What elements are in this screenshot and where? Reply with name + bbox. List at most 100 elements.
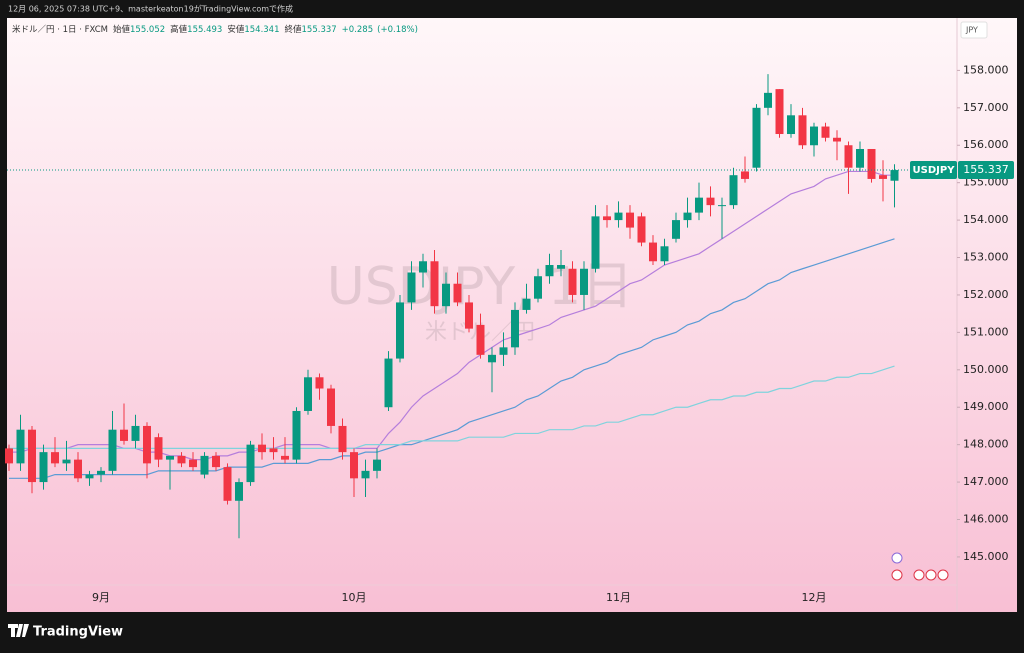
y-tick-label: 151.000: [963, 325, 1009, 338]
candle-body: [327, 388, 335, 426]
x-tick-label: 12月: [802, 591, 827, 604]
candle-body: [695, 197, 703, 213]
y-tick-label: 153.000: [963, 251, 1009, 264]
ma-line: [9, 238, 895, 479]
logo: [8, 624, 29, 637]
candle-body: [120, 429, 128, 441]
legend-item: 155.052: [130, 25, 165, 35]
candle-body: [315, 377, 324, 389]
candle-body: [154, 437, 163, 460]
y-tick-label: 156.000: [963, 138, 1009, 151]
candle-body: [212, 455, 220, 468]
candle-body: [131, 425, 140, 441]
candle-body: [637, 216, 646, 243]
candle-body: [545, 265, 554, 277]
candle-body: [775, 89, 784, 135]
legend-item: 155.493: [187, 25, 222, 35]
y-tick-label: 150.000: [963, 363, 1009, 376]
candle-body: [85, 474, 94, 479]
candle-body: [488, 354, 496, 363]
candle-body: [522, 298, 531, 310]
x-tick-label: 9月: [92, 591, 110, 604]
legend-item: 安値: [227, 24, 245, 35]
candle-body: [741, 171, 749, 179]
candle-body: [200, 455, 209, 475]
candle-body: [246, 444, 255, 483]
legend-item: +0.285: [342, 25, 373, 35]
candle-body: [281, 455, 289, 460]
candle-body: [729, 175, 738, 206]
candle-body: [465, 302, 473, 329]
candle-body: [683, 212, 692, 221]
candle-body: [304, 377, 312, 411]
candle-body: [361, 470, 370, 479]
price-name-box: [910, 161, 957, 180]
candle-body: [292, 410, 301, 460]
candle-body: [614, 212, 623, 221]
candle-body: [51, 452, 59, 464]
candle-body: [844, 145, 853, 168]
candle-body: [833, 137, 841, 142]
candle-body: [143, 425, 151, 464]
events: [891, 552, 949, 581]
candle-body: [890, 170, 899, 181]
candle-body: [511, 309, 519, 348]
candle-body: [534, 276, 542, 299]
y-tick-label: 157.000: [963, 101, 1009, 114]
candle-body: [649, 242, 657, 262]
candle-body: [189, 459, 197, 468]
candle-body: [235, 482, 243, 501]
candle-body: [223, 467, 232, 501]
x-tick-label: 10月: [342, 591, 367, 604]
candle-body: [660, 246, 669, 262]
price-value-box: [958, 161, 1014, 180]
y-tick-label: 148.000: [963, 438, 1009, 451]
candle-body: [626, 212, 634, 228]
candle-body: [453, 283, 462, 303]
candle-body: [764, 92, 772, 108]
candle-body: [672, 220, 680, 239]
candle-body: [557, 265, 565, 269]
legend-item: 高値: [170, 24, 188, 35]
candle-body: [407, 272, 416, 303]
candle-body: [108, 429, 117, 471]
candle-body: [580, 268, 588, 295]
candle-body: [5, 448, 13, 464]
candle-body: [718, 205, 726, 207]
candle-body: [787, 115, 795, 135]
candle-body: [269, 448, 278, 453]
candle-body: [810, 126, 818, 146]
legend-item: 154.341: [244, 25, 279, 35]
y-tick-label: 152.000: [963, 288, 1009, 301]
candle-body: [39, 452, 48, 483]
candle-body: [258, 444, 266, 453]
currency: JPY: [965, 26, 978, 35]
y-tick-label: 145.000: [963, 550, 1009, 563]
price-name: USDJPY: [913, 165, 956, 176]
candle-body: [442, 283, 450, 307]
y-tick-label: 146.000: [963, 513, 1009, 526]
candle-body: [373, 459, 381, 471]
candle-body: [879, 175, 887, 179]
candle-body: [821, 126, 830, 138]
candle-body: [350, 452, 358, 479]
candle-body: [177, 455, 186, 464]
candle-body: [16, 429, 25, 464]
candle-body: [338, 425, 347, 453]
candle-body: [752, 107, 761, 168]
y-tick-label: 158.000: [963, 63, 1009, 76]
x-tick-label: 11月: [606, 591, 631, 604]
candle-body: [384, 358, 393, 408]
candle-body: [28, 429, 36, 483]
header: 12月 06, 2025 07:38 UTC+9、masterkeaton19が…: [8, 4, 293, 14]
y-tick-label: 154.000: [963, 213, 1009, 226]
footer: TradingView: [33, 625, 123, 640]
candle-body: [603, 216, 611, 221]
candle-body: [591, 216, 600, 269]
y-tick-label: 149.000: [963, 400, 1009, 413]
legend: 米ドル／円 · 1日 · FXCM 始値155.052 高値155.493 安値154…: [12, 24, 418, 35]
candle-body: [97, 470, 105, 475]
currency-box[interactable]: [960, 21, 988, 39]
legend-item: (+0.18%): [377, 25, 418, 35]
